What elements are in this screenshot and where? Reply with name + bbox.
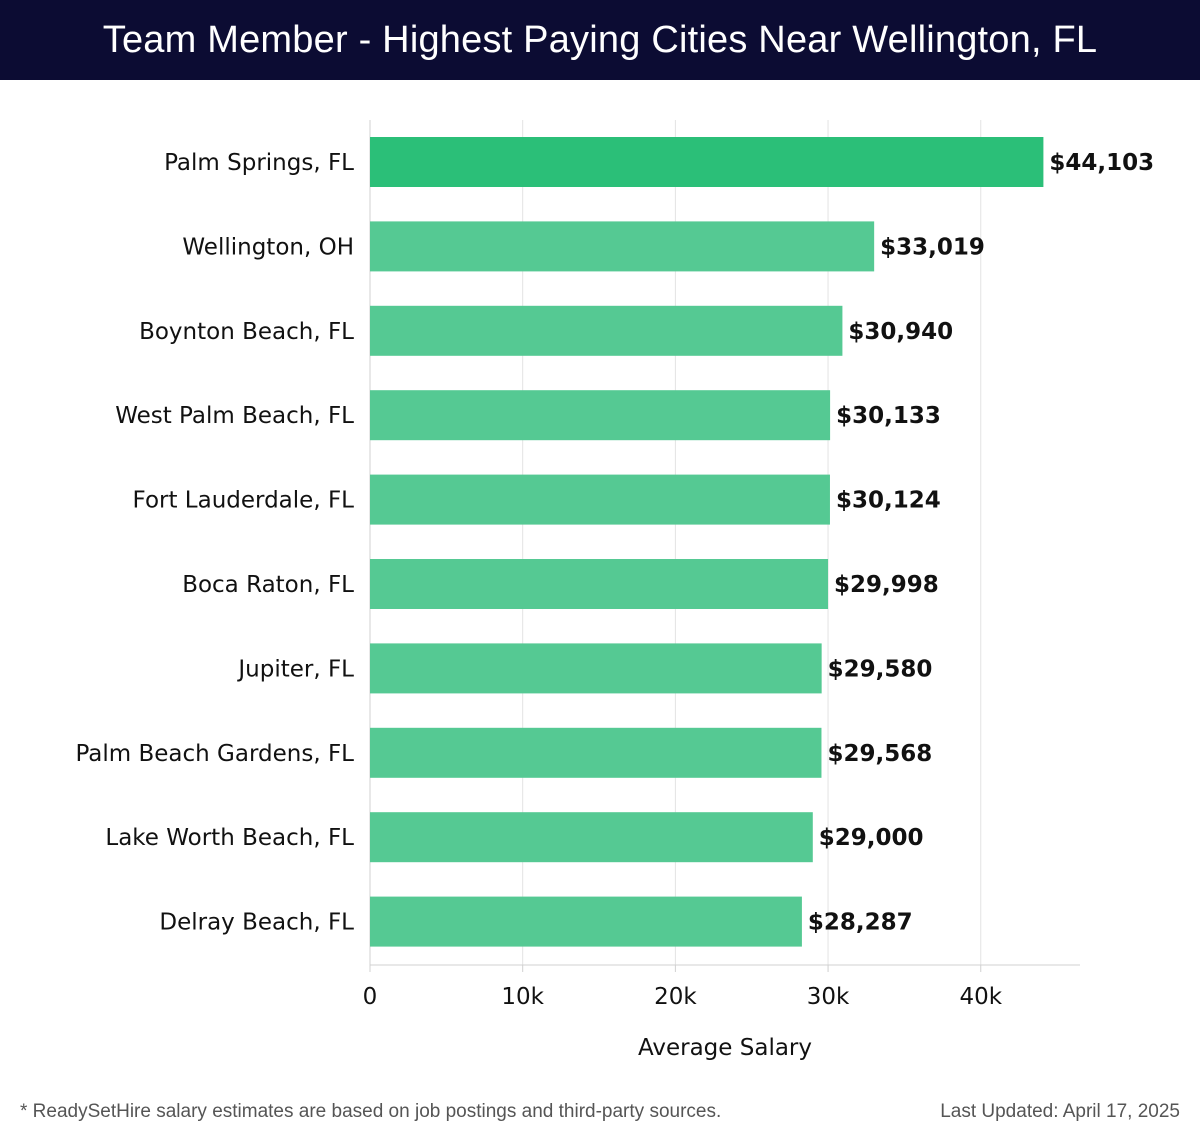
bar (370, 305, 843, 356)
bar (370, 221, 875, 272)
value-labels: $44,103 $33,019 $30,940 $30,133 $30,124 $29,9… (808, 150, 1154, 936)
category-label: Wellington, OH (182, 234, 354, 260)
bar (370, 896, 802, 947)
value-label: $30,940 (848, 319, 953, 345)
bar (370, 137, 1044, 187)
chart-title: Team Member - Highest Paying Cities Near… (102, 18, 1098, 61)
category-label: Boca Raton, FL (182, 572, 354, 598)
value-label: $30,124 (836, 488, 941, 514)
chart-header: Team Member - Highest Paying Cities Near… (0, 0, 1200, 80)
bars (370, 137, 1044, 947)
bar (370, 559, 829, 609)
category-label: Delray Beach, FL (159, 910, 354, 936)
last-updated: Last Updated: April 17, 2025 (940, 1101, 1180, 1122)
bar (370, 812, 813, 863)
value-label: $29,580 (828, 656, 933, 682)
value-label: $30,133 (836, 403, 941, 429)
value-label: $44,103 (1049, 150, 1154, 176)
category-label: Jupiter, FL (236, 656, 354, 682)
category-label: Fort Lauderdale, FL (133, 488, 355, 514)
value-label: $28,287 (808, 910, 913, 936)
bar (370, 643, 822, 694)
category-label: Palm Springs, FL (164, 150, 354, 176)
category-labels: Palm Springs, FL Wellington, OH Boynton Be… (75, 150, 354, 936)
bar (370, 727, 822, 778)
value-label: $29,998 (834, 572, 939, 598)
x-axis: 0 10k 20k 30k 40k (363, 964, 1080, 1010)
x-tick-label: 40k (959, 984, 1002, 1010)
category-label: West Palm Beach, FL (115, 403, 354, 429)
value-label: $29,000 (819, 825, 924, 851)
category-label: Lake Worth Beach, FL (105, 825, 354, 851)
footer-note: * ReadySetHire salary estimates are base… (20, 1101, 722, 1122)
bar-chart: Palm Springs, FL Wellington, OH Boynton Be… (75, 120, 1154, 1061)
bar (370, 390, 831, 441)
value-label: $33,019 (880, 234, 985, 260)
category-label: Palm Beach Gardens, FL (75, 741, 354, 767)
x-axis-title: Average Salary (638, 1035, 812, 1061)
x-tick-label: 30k (807, 984, 850, 1010)
x-tick-label: 20k (654, 984, 697, 1010)
bar (370, 474, 830, 525)
category-label: Boynton Beach, FL (139, 319, 354, 345)
x-tick-label: 10k (501, 984, 544, 1010)
x-tick-label: 0 (363, 984, 378, 1010)
value-label: $29,568 (827, 741, 932, 767)
